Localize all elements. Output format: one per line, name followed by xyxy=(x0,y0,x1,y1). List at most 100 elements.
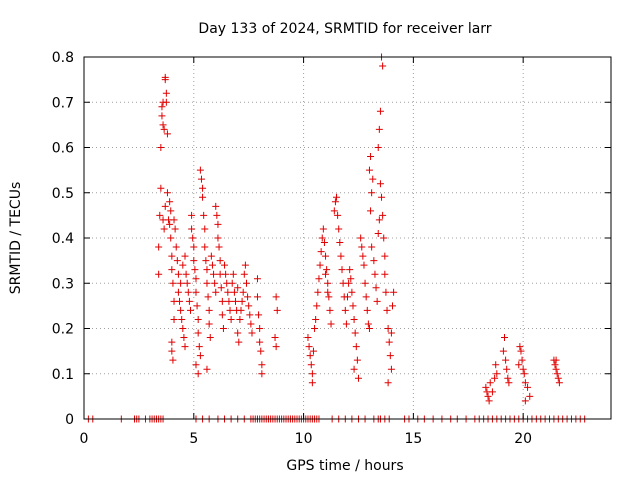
data-point xyxy=(184,288,192,296)
data-point xyxy=(169,356,177,364)
data-point xyxy=(215,243,223,251)
data-point xyxy=(167,234,175,242)
data-point xyxy=(217,284,225,292)
data-point xyxy=(158,103,166,111)
data-point xyxy=(552,356,560,364)
data-point xyxy=(315,275,323,283)
data-point xyxy=(192,275,200,283)
data-point xyxy=(272,343,280,351)
data-point xyxy=(312,315,320,323)
data-point xyxy=(338,266,346,274)
data-point xyxy=(203,279,211,287)
data-point xyxy=(246,311,254,319)
data-point xyxy=(161,76,169,84)
data-point xyxy=(371,270,379,278)
data-point xyxy=(228,279,236,287)
data-point xyxy=(156,211,164,219)
x-tick-label: 15 xyxy=(404,431,422,447)
data-point xyxy=(365,166,373,174)
data-point xyxy=(200,211,208,219)
data-point xyxy=(157,184,165,192)
y-tick-label: 0.7 xyxy=(52,95,74,111)
data-point xyxy=(359,252,367,260)
data-point xyxy=(344,293,351,301)
data-point xyxy=(330,207,338,215)
data-point xyxy=(331,198,339,206)
data-point xyxy=(308,379,316,387)
data-point xyxy=(306,352,314,360)
data-point xyxy=(258,370,266,378)
data-point xyxy=(551,361,559,369)
data-point xyxy=(382,288,390,296)
data-point xyxy=(488,388,496,396)
data-point xyxy=(199,184,207,192)
data-point xyxy=(194,370,202,378)
data-point xyxy=(256,325,264,332)
data-point xyxy=(552,365,560,373)
data-point xyxy=(309,347,317,355)
data-point xyxy=(167,207,175,215)
data-point xyxy=(155,243,163,251)
y-tick-label: 0.3 xyxy=(52,276,74,292)
data-point xyxy=(212,202,220,210)
data-point xyxy=(219,325,227,332)
data-point xyxy=(218,297,226,305)
chart-title: Day 133 of 2024, SRMTID for receiver lar… xyxy=(198,21,491,37)
data-point xyxy=(374,229,382,237)
data-point xyxy=(234,284,242,292)
data-point xyxy=(374,144,382,151)
data-point xyxy=(211,279,219,287)
data-point xyxy=(205,320,213,328)
data-point xyxy=(381,270,389,278)
data-point xyxy=(170,216,178,224)
data-point xyxy=(342,320,350,328)
data-point xyxy=(181,252,189,260)
y-tick-label: 0 xyxy=(65,412,74,428)
data-point xyxy=(168,266,176,274)
data-point xyxy=(240,270,248,278)
data-point xyxy=(519,365,527,373)
data-point xyxy=(242,279,250,287)
data-point xyxy=(361,279,369,287)
data-point xyxy=(362,293,370,301)
data-point xyxy=(225,297,233,305)
data-point xyxy=(376,180,384,188)
data-point xyxy=(352,343,360,351)
data-point xyxy=(188,225,196,233)
data-point xyxy=(334,211,342,219)
data-point xyxy=(350,315,358,323)
data-point xyxy=(186,306,194,314)
data-point xyxy=(373,297,381,305)
y-tick-labels: 0 0.1 0.2 0.3 0.4 0.5 0.6 0.7 0.8 xyxy=(52,50,74,428)
data-point xyxy=(216,257,224,265)
data-point xyxy=(174,288,182,296)
x-tick-label: 0 xyxy=(80,431,89,447)
y-axis-title: SRMTID / TECUs xyxy=(8,182,24,295)
data-point xyxy=(364,320,372,328)
data-point xyxy=(482,383,490,391)
data-point xyxy=(491,374,499,382)
data-point xyxy=(333,193,341,201)
data-point xyxy=(524,383,532,391)
data-point xyxy=(308,370,316,378)
data-point xyxy=(234,329,242,337)
data-point xyxy=(256,338,264,346)
data-point xyxy=(241,261,249,269)
data-point xyxy=(232,297,240,305)
data-point xyxy=(357,234,365,242)
data-point xyxy=(324,288,332,296)
data-point xyxy=(168,252,176,260)
data-point xyxy=(203,365,211,373)
data-point xyxy=(526,392,534,400)
data-point xyxy=(379,62,387,70)
data-point xyxy=(351,329,359,337)
data-point xyxy=(176,297,184,305)
data-point xyxy=(157,144,165,151)
data-point xyxy=(384,379,392,387)
data-point xyxy=(174,270,182,278)
data-point xyxy=(323,266,331,274)
data-point xyxy=(213,211,221,219)
data-point xyxy=(192,361,200,369)
data-point xyxy=(387,329,395,337)
data-point xyxy=(239,288,247,296)
